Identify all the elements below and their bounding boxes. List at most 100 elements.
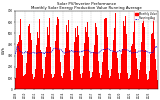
Bar — [143, 18, 144, 90]
Y-axis label: kWh: kWh — [2, 46, 6, 54]
Bar — [57, 17, 58, 90]
Bar — [89, 71, 90, 90]
Title: Solar PV/Inverter Performance
Monthly Solar Energy Production Value Running Aver: Solar PV/Inverter Performance Monthly So… — [31, 2, 142, 10]
Bar — [95, 23, 96, 90]
Legend: Monthly Value, Running Avg: Monthly Value, Running Avg — [134, 11, 157, 21]
Bar — [146, 74, 147, 90]
Bar — [148, 79, 149, 90]
Bar — [144, 27, 145, 90]
Bar — [25, 74, 26, 90]
Bar — [58, 19, 59, 90]
Bar — [22, 55, 23, 90]
Bar — [82, 73, 83, 90]
Bar — [72, 80, 73, 90]
Bar — [26, 63, 27, 90]
Bar — [142, 23, 143, 90]
Bar — [47, 27, 48, 90]
Bar — [121, 54, 122, 90]
Bar — [16, 56, 17, 90]
Bar — [96, 27, 97, 90]
Bar — [31, 40, 32, 90]
Bar — [55, 41, 56, 90]
Bar — [129, 78, 130, 90]
Bar — [155, 59, 156, 90]
Bar — [138, 79, 139, 90]
Bar — [67, 32, 68, 90]
Bar — [32, 74, 33, 90]
Bar — [140, 62, 141, 90]
Bar — [85, 27, 86, 90]
Bar — [17, 44, 18, 90]
Bar — [137, 69, 138, 90]
Bar — [23, 76, 24, 90]
Bar — [119, 80, 120, 90]
Bar — [109, 78, 110, 90]
Bar — [45, 57, 46, 90]
Bar — [74, 42, 75, 90]
Bar — [33, 79, 34, 90]
Bar — [64, 55, 65, 90]
Bar — [117, 58, 118, 90]
Bar — [136, 58, 137, 90]
Bar — [28, 26, 29, 90]
Bar — [53, 77, 54, 90]
Bar — [76, 37, 77, 90]
Bar — [120, 73, 121, 90]
Bar — [87, 22, 88, 90]
Bar — [156, 70, 157, 90]
Bar — [41, 52, 42, 90]
Bar — [139, 70, 140, 90]
Bar — [93, 52, 94, 90]
Bar — [141, 42, 142, 90]
Bar — [102, 62, 103, 90]
Bar — [135, 49, 136, 90]
Bar — [62, 78, 63, 90]
Bar — [70, 71, 71, 90]
Bar — [103, 52, 104, 90]
Bar — [110, 76, 111, 90]
Bar — [24, 75, 25, 90]
Bar — [90, 78, 91, 90]
Bar — [21, 40, 22, 90]
Bar — [52, 78, 53, 90]
Bar — [50, 47, 51, 90]
Bar — [133, 32, 134, 90]
Bar — [134, 11, 135, 90]
Bar — [152, 33, 153, 90]
Bar — [86, 32, 87, 90]
Bar — [30, 33, 31, 90]
Bar — [81, 78, 82, 90]
Bar — [149, 71, 150, 90]
Bar — [51, 74, 52, 90]
Bar — [75, 28, 76, 90]
Bar — [154, 39, 155, 90]
Bar — [116, 52, 117, 90]
Bar — [153, 18, 154, 89]
Bar — [108, 70, 109, 90]
Bar — [49, 18, 50, 90]
Bar — [92, 72, 93, 90]
Bar — [106, 18, 107, 90]
Bar — [79, 56, 80, 90]
Bar — [111, 69, 112, 90]
Bar — [94, 45, 95, 90]
Bar — [38, 38, 39, 90]
Bar — [20, 19, 21, 90]
Bar — [68, 20, 69, 90]
Bar — [88, 37, 89, 90]
Bar — [77, 26, 78, 90]
Bar — [54, 74, 55, 90]
Bar — [145, 50, 146, 90]
Bar — [42, 70, 43, 90]
Bar — [46, 47, 47, 90]
Bar — [99, 73, 100, 90]
Bar — [130, 75, 131, 90]
Bar — [83, 56, 84, 90]
Bar — [43, 77, 44, 90]
Bar — [91, 77, 92, 90]
Bar — [39, 19, 40, 90]
Bar — [118, 73, 119, 90]
Bar — [80, 74, 81, 90]
Bar — [59, 50, 60, 90]
Bar — [61, 76, 62, 90]
